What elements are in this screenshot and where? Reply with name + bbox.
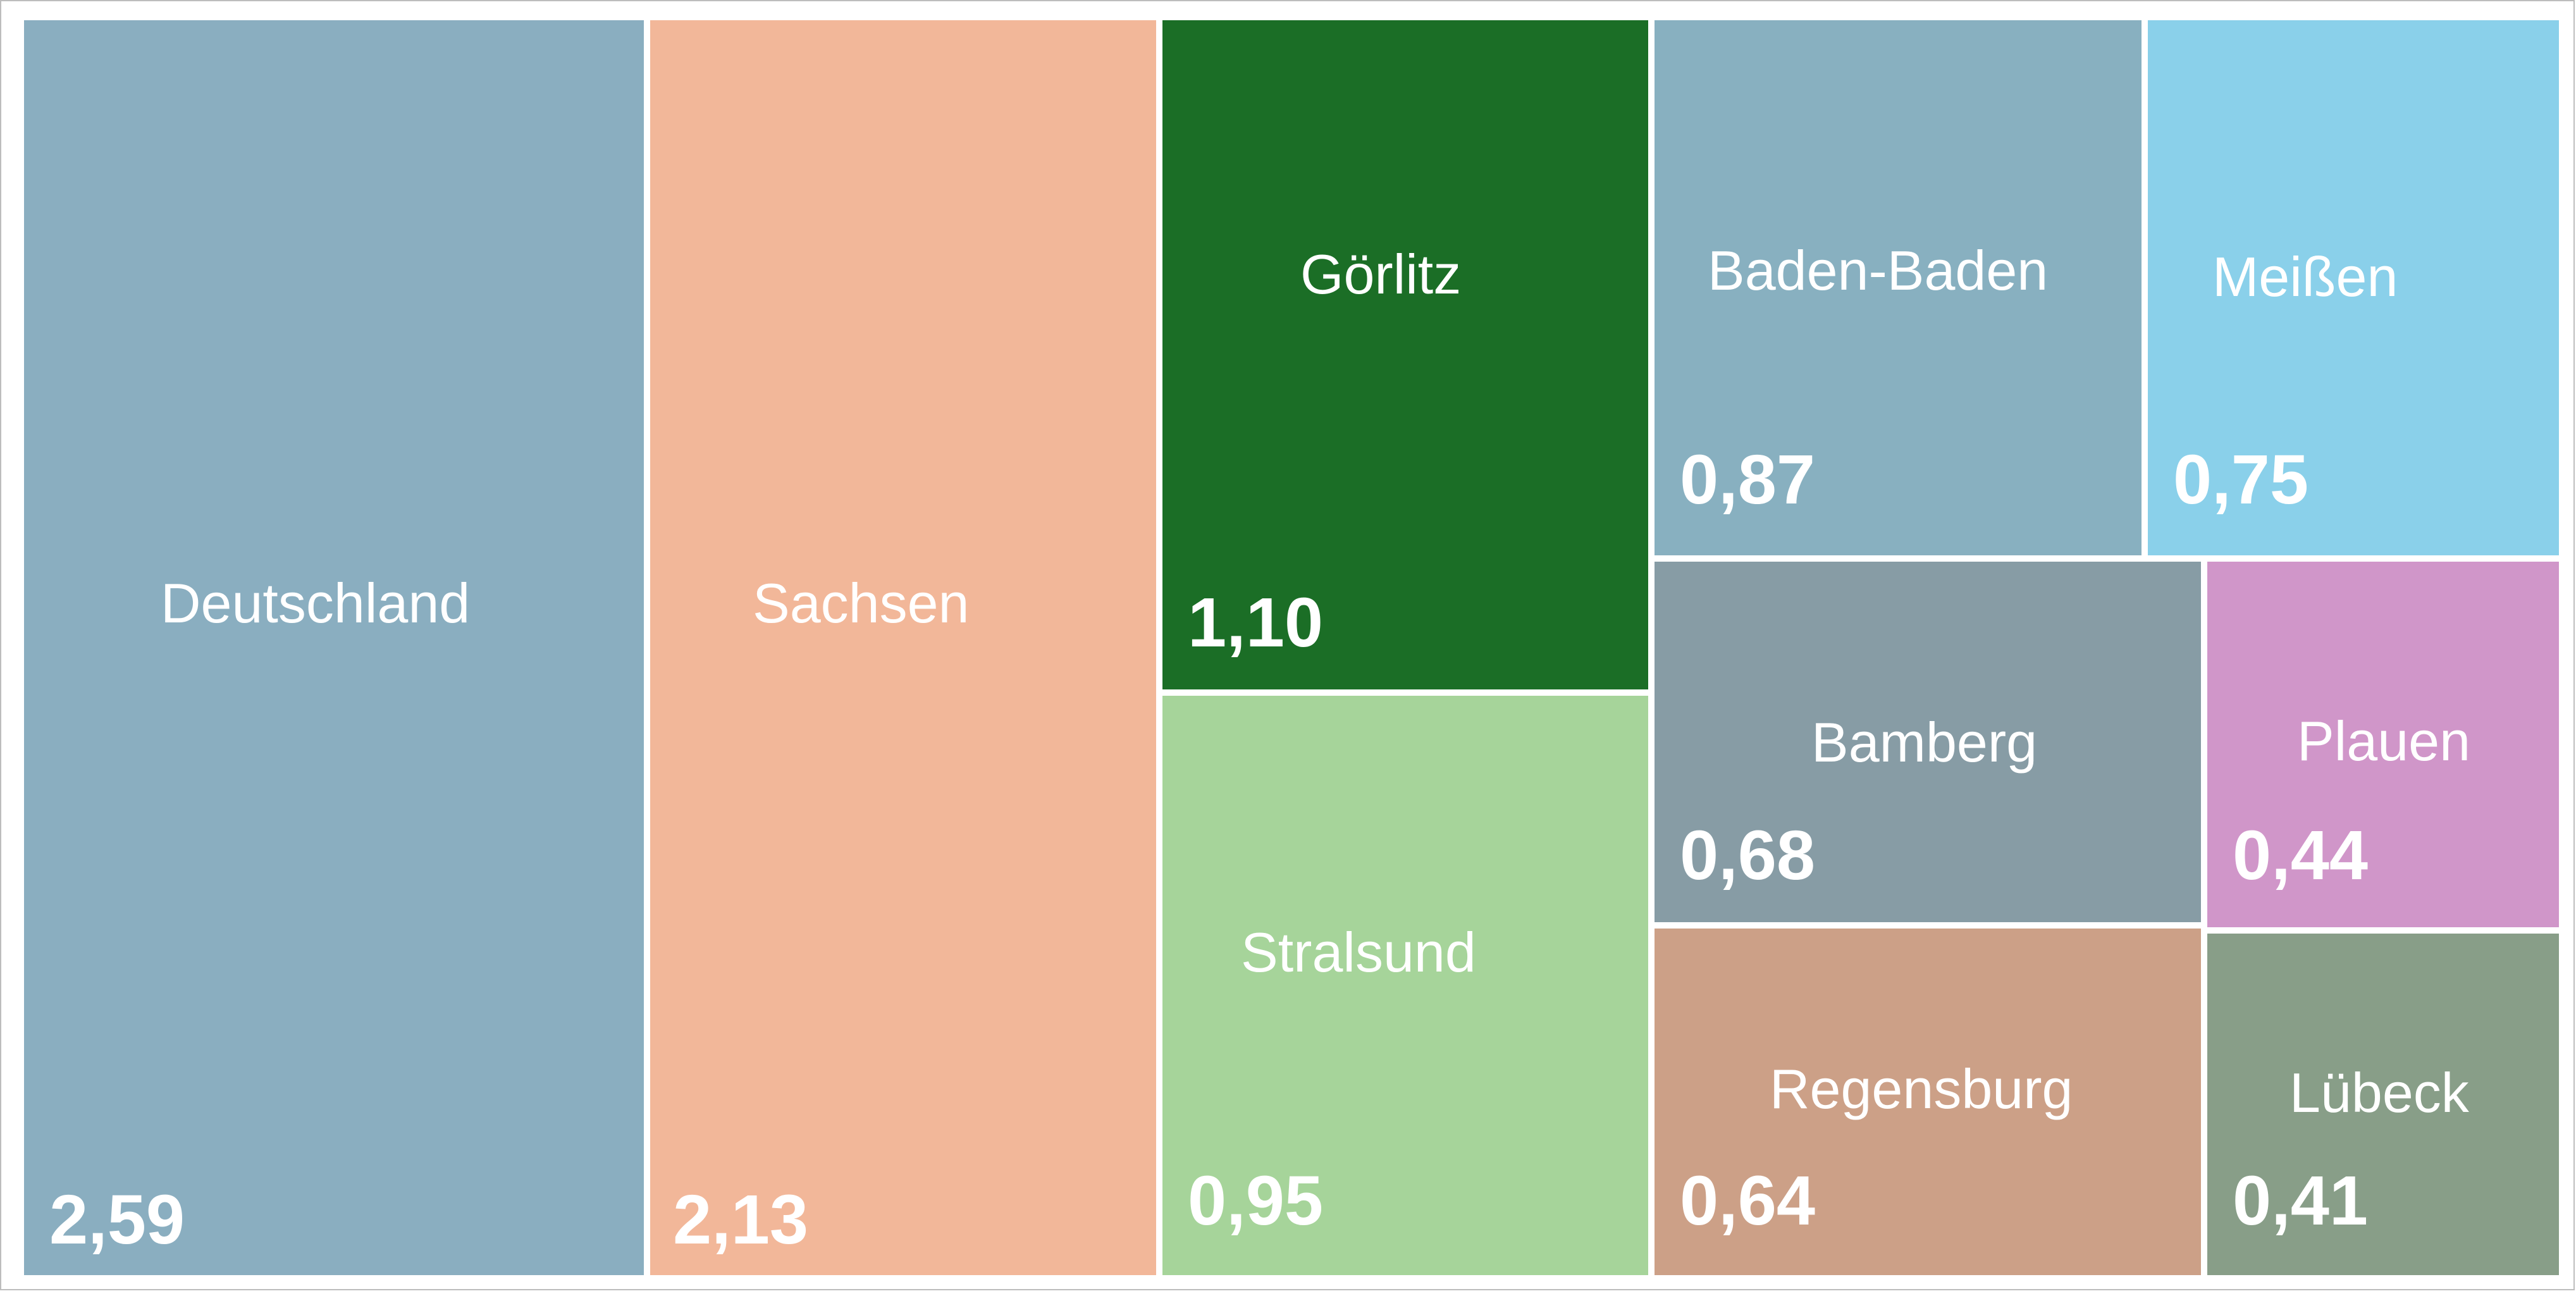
tile-value: 0,41 xyxy=(2233,1162,2369,1240)
tile-meissen: Meißen 0,75 xyxy=(2148,20,2559,555)
tile-label: Sachsen xyxy=(753,572,970,634)
tile-value: 0,95 xyxy=(1188,1162,1324,1240)
tile-baden-baden: Baden-Baden 0,87 xyxy=(1655,20,2142,555)
tile-regensburg: Regensburg 0,64 xyxy=(1655,929,2201,1275)
tile-goerlitz: Görlitz 1,10 xyxy=(1162,20,1648,689)
tile-label: Deutschland xyxy=(161,572,471,634)
tile-value: 0,87 xyxy=(1680,441,1816,519)
tile-value: 0,68 xyxy=(1680,817,1816,894)
tile-value: 2,13 xyxy=(673,1181,809,1259)
tile-luebeck: Lübeck 0,41 xyxy=(2207,934,2559,1275)
tile-plauen: Plauen 0,44 xyxy=(2207,562,2559,927)
tile-deutschland: Deutschland 2,59 xyxy=(24,20,644,1275)
tile-label: Regensburg xyxy=(1770,1058,2073,1120)
tile-value: 0,44 xyxy=(2233,817,2369,894)
tile-sachsen: Sachsen 2,13 xyxy=(650,20,1156,1275)
tile-value: 2,59 xyxy=(49,1181,185,1259)
tile-label: Plauen xyxy=(2297,710,2471,772)
tile-label: Baden-Baden xyxy=(1708,239,2049,302)
tile-stralsund: Stralsund 0,95 xyxy=(1162,696,1648,1275)
tile-value: 1,10 xyxy=(1188,584,1324,662)
tile-label: Görlitz xyxy=(1300,243,1462,305)
tile-label: Lübeck xyxy=(2289,1061,2469,1124)
tile-value: 0,75 xyxy=(2173,441,2309,519)
tile-label: Meißen xyxy=(2212,245,2398,308)
tile-value: 0,64 xyxy=(1680,1162,1816,1240)
tile-bamberg: Bamberg 0,68 xyxy=(1655,562,2201,922)
tile-label: Stralsund xyxy=(1241,921,1476,984)
tile-label: Bamberg xyxy=(1811,711,2038,774)
